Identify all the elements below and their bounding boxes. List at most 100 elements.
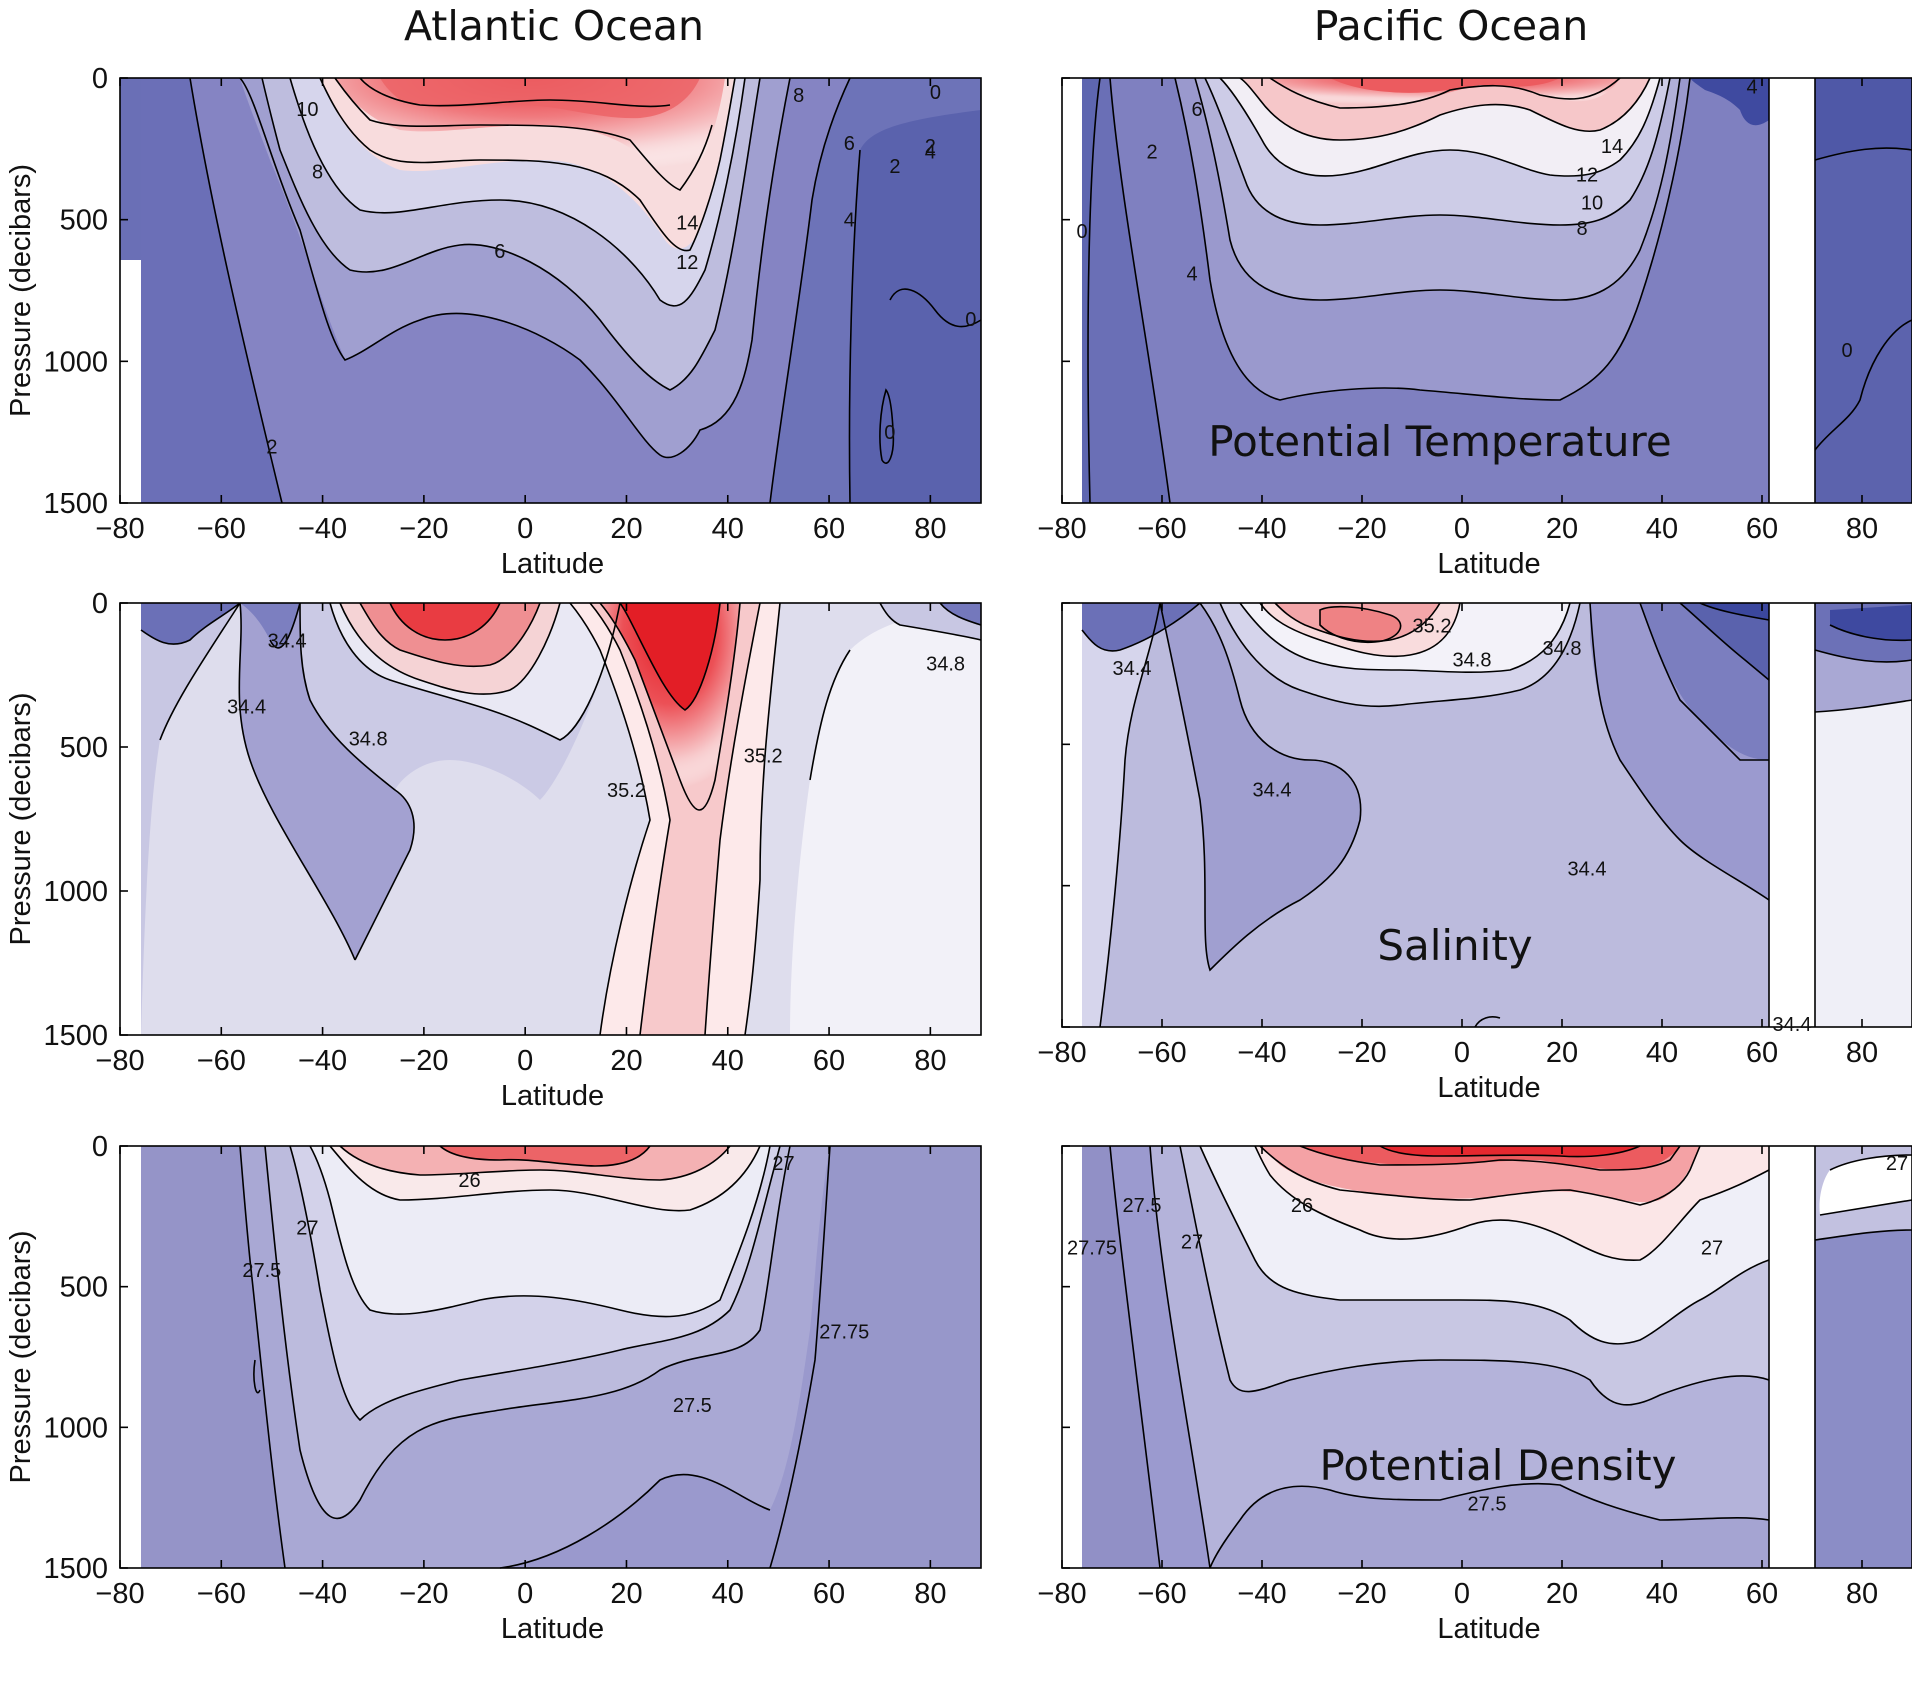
x-tick-label: −40: [1237, 513, 1286, 545]
panel-atlantic-density: 26 27 27 27.5 27.75 27.5: [119, 1145, 982, 1569]
x-tick-label: −60: [197, 1045, 246, 1077]
x-tick-label: 80: [1846, 1037, 1878, 1069]
x-tick-label: 60: [1746, 1578, 1778, 1610]
x-tick-label: 20: [610, 513, 642, 545]
contour-label: 34.4: [1568, 859, 1607, 881]
x-axis-label: Latitude: [1437, 1613, 1540, 1645]
contour-label: 27.5: [1123, 1195, 1162, 1217]
contour-label: 34.4: [227, 697, 266, 719]
contour-label: 27.5: [1468, 1493, 1507, 1515]
x-tick-label: 40: [1646, 1578, 1678, 1610]
contour-label: 0: [884, 422, 895, 444]
y-tick-label: 0: [92, 63, 108, 95]
contour-label: 35.2: [607, 780, 646, 802]
contour-label: 34.8: [349, 728, 388, 750]
x-tick-label: 20: [1546, 513, 1578, 545]
x-tick-label: −40: [298, 513, 347, 545]
axes-layer: −80 −60 −40 −20 0 20 40 60 80050010001500Latitud…: [5, 63, 1878, 1645]
contour-label: 27: [1181, 1232, 1203, 1254]
contour-label: 27.5: [673, 1395, 712, 1417]
contour-label: 0: [1841, 340, 1852, 362]
y-axis-label: Pressure (decibars): [5, 1230, 37, 1483]
contour-label: 34.4: [1113, 658, 1152, 680]
panel-label-temperature: Potential Temperature: [1208, 417, 1671, 466]
x-tick-label: 40: [712, 1578, 744, 1610]
contour-label: 34.4: [1773, 1014, 1812, 1036]
x-tick-label: 60: [1746, 513, 1778, 545]
contour-label: 0: [965, 309, 976, 331]
x-tick-label: −80: [1037, 1037, 1086, 1069]
contour-label: 14: [676, 213, 698, 235]
x-axis-label: Latitude: [501, 1613, 604, 1645]
x-tick-label: −40: [1237, 1037, 1286, 1069]
x-tick-label: 0: [1454, 1037, 1470, 1069]
x-tick-label: 80: [1846, 1578, 1878, 1610]
x-tick-label: −80: [1037, 1578, 1086, 1610]
contour-label: 27.75: [819, 1322, 869, 1344]
x-tick-label: 0: [1454, 1578, 1470, 1610]
panel-label-density: Potential Density: [1319, 1441, 1676, 1490]
x-tick-label: −60: [1137, 1037, 1186, 1069]
contour-label: 4: [1746, 77, 1757, 99]
contour-label: 27: [772, 1153, 794, 1175]
contour-label: 34.8: [926, 653, 965, 675]
x-tick-label: 20: [1546, 1578, 1578, 1610]
x-tick-label: −80: [95, 1045, 144, 1077]
contour-label: 27: [1701, 1237, 1723, 1259]
contour-label: 27.5: [242, 1260, 281, 1282]
contour-label: 27.75: [1067, 1237, 1117, 1259]
x-tick-label: −20: [1337, 513, 1386, 545]
contour-label: 26: [458, 1170, 480, 1192]
x-tick-label: −80: [95, 513, 144, 545]
x-tick-label: −20: [1337, 1037, 1386, 1069]
y-tick-label: 1000: [43, 1412, 108, 1444]
x-tick-label: 0: [1454, 513, 1470, 545]
y-tick-label: 0: [92, 1131, 108, 1163]
x-tick-label: 40: [712, 513, 744, 545]
contour-label: 2: [925, 136, 936, 158]
x-tick-label: 80: [914, 513, 946, 545]
contour-label: 8: [312, 162, 323, 184]
contour-label: 10: [1581, 193, 1603, 215]
y-tick-label: 1500: [43, 488, 108, 520]
x-tick-label: −60: [1137, 513, 1186, 545]
x-tick-label: 20: [610, 1045, 642, 1077]
contour-label: 35.2: [744, 746, 783, 768]
x-axis-label: Latitude: [1437, 548, 1540, 580]
y-tick-label: 1500: [43, 1020, 108, 1052]
x-tick-label: 80: [914, 1578, 946, 1610]
x-tick-label: 40: [1646, 1037, 1678, 1069]
contour-label: 12: [676, 252, 698, 274]
x-tick-label: −20: [399, 1045, 448, 1077]
x-tick-label: 60: [813, 1045, 845, 1077]
contour-label: 34.8: [1543, 638, 1582, 660]
contour-label: 4: [925, 142, 936, 164]
contour-label: 4: [1186, 264, 1197, 286]
contour-label: 26: [1291, 1195, 1313, 1217]
y-tick-label: 0: [92, 588, 108, 620]
y-tick-label: 1500: [43, 1553, 108, 1585]
contour-label: 2: [889, 156, 900, 178]
contour-label: 14: [1601, 136, 1623, 158]
x-tick-label: −20: [399, 1578, 448, 1610]
x-axis-label: Latitude: [1437, 1072, 1540, 1104]
contour-label: 0: [930, 82, 941, 104]
panel-label-salinity: Salinity: [1377, 921, 1532, 970]
y-tick-label: 1000: [43, 876, 108, 908]
panel-pacific-density: Potential Density 27.5 27.75 27 26 27 27 27.5: [1061, 1145, 1912, 1569]
atlantic-title: Atlantic Ocean: [404, 2, 704, 50]
contour-label: 2: [1146, 142, 1157, 164]
x-tick-label: 40: [1646, 513, 1678, 545]
contour-label: 8: [793, 85, 804, 107]
x-tick-label: 0: [517, 1578, 533, 1610]
y-axis-label: Pressure (decibars): [5, 692, 37, 945]
contour-label: 34.8: [1453, 650, 1492, 672]
x-tick-label: −60: [197, 1578, 246, 1610]
x-tick-label: 0: [517, 513, 533, 545]
y-axis-label: Pressure (decibars): [5, 164, 37, 417]
x-tick-label: −80: [95, 1578, 144, 1610]
x-tick-label: 40: [712, 1045, 744, 1077]
